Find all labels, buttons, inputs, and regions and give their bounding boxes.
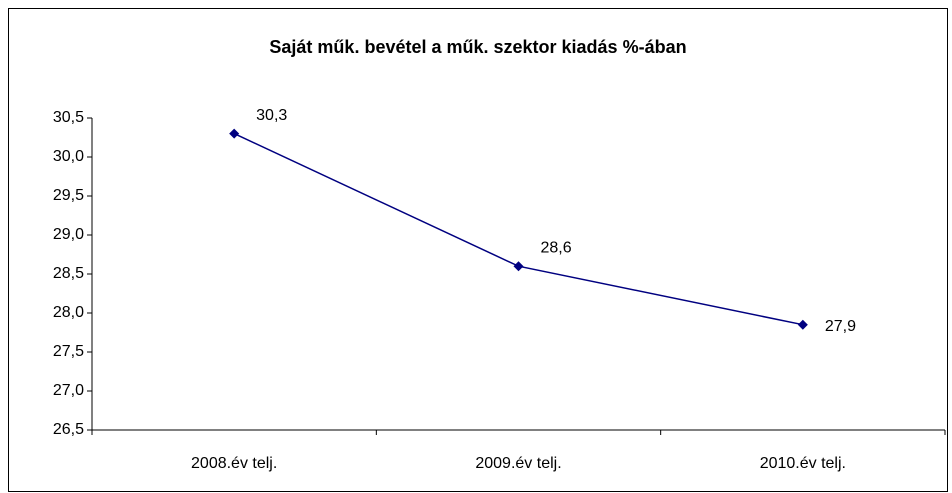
y-tick-label: 29,0: [53, 226, 84, 243]
y-tick-label: 30,0: [53, 148, 84, 165]
y-tick-label: 28,0: [53, 304, 84, 321]
y-tick-label: 29,5: [53, 187, 84, 204]
y-tick-label: 26,5: [53, 421, 84, 438]
marker: [229, 128, 240, 139]
y-tick-label: 27,5: [53, 343, 84, 360]
chart-title: Saját műk. bevétel a műk. szektor kiadás…: [269, 37, 686, 57]
y-tick-label: 27,0: [53, 382, 84, 399]
y-tick-label: 28,5: [53, 265, 84, 282]
chart-border: [8, 8, 948, 492]
x-tick-label: 2009.év telj.: [475, 455, 561, 472]
data-label: 28,6: [541, 239, 572, 256]
data-label: 27,9: [825, 318, 856, 335]
x-tick-label: 2010.év telj.: [760, 455, 846, 472]
x-tick-label: 2008.év telj.: [191, 455, 277, 472]
marker: [797, 319, 808, 330]
data-label: 30,3: [256, 107, 287, 124]
y-tick-label: 30,5: [53, 109, 84, 126]
marker: [513, 261, 524, 272]
